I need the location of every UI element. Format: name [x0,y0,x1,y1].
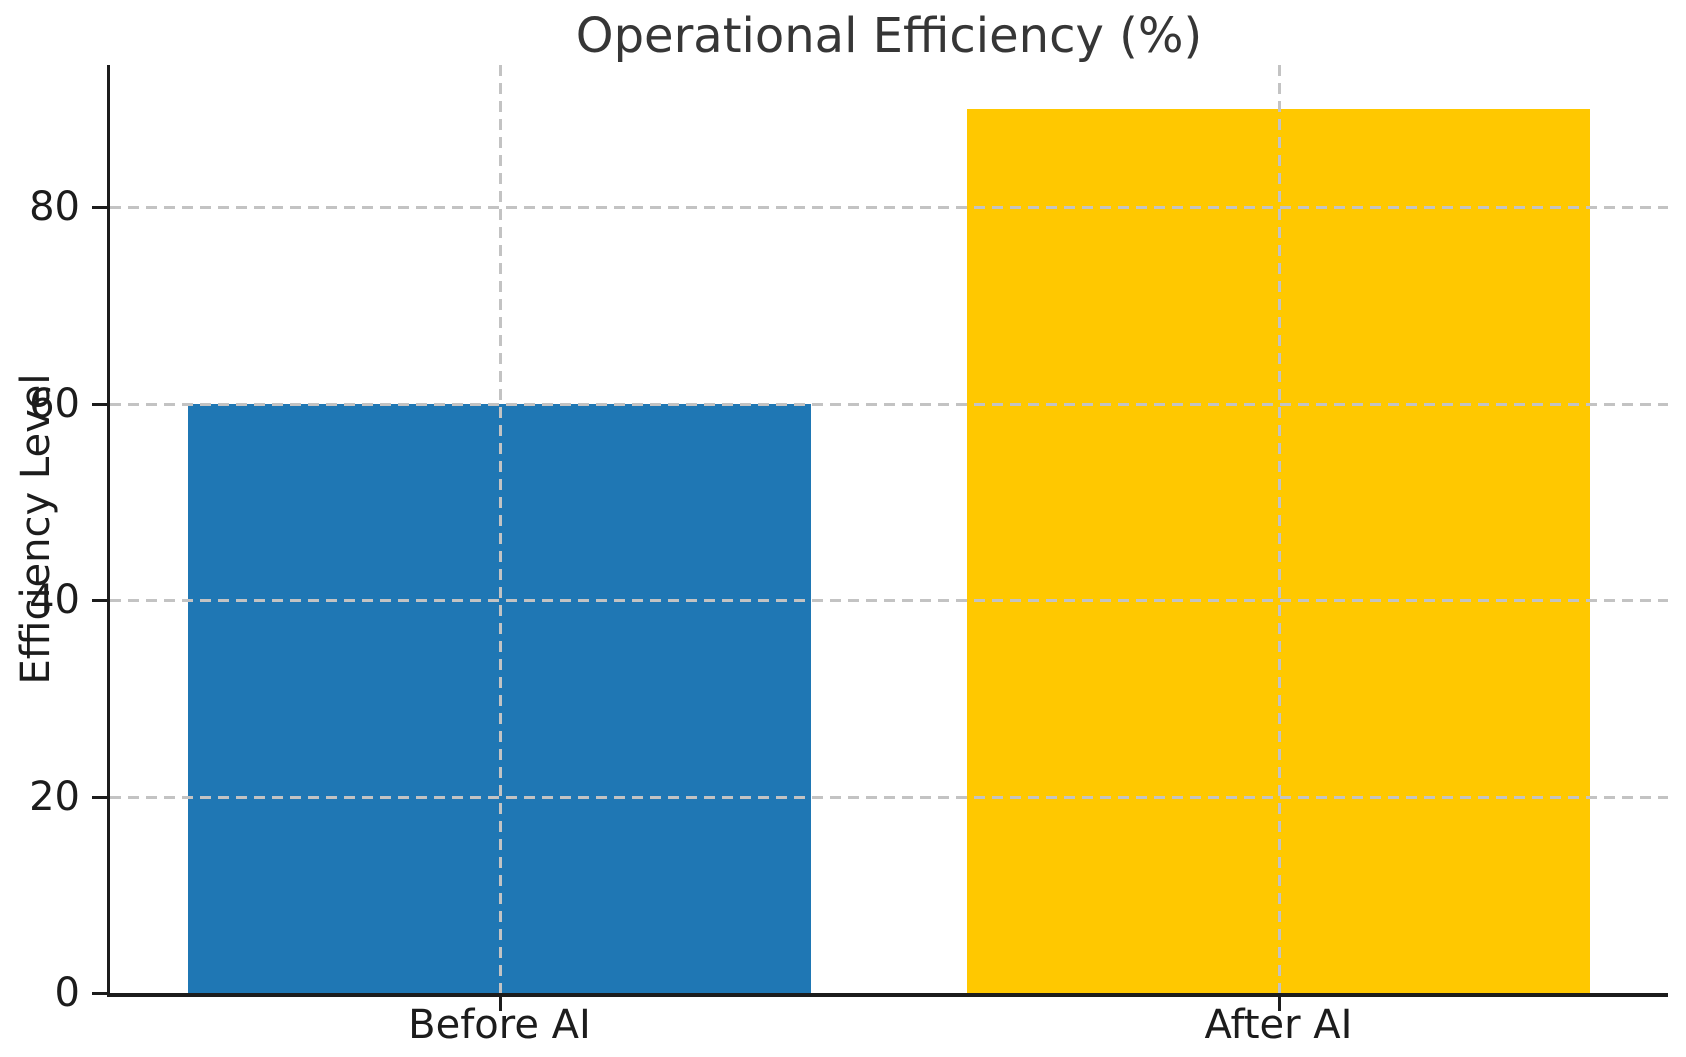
gridline-y-20 [110,795,1668,799]
x-axis-spine [107,993,1668,997]
y-tick-mark-40 [92,599,107,603]
x-tick-mark-before-ai [498,997,502,1011]
x-tick-mark-after-ai [1277,997,1281,1011]
y-tick-label-40: 40 [29,577,80,624]
gridline-y-80 [110,206,1668,210]
y-tick-label-60: 60 [29,380,80,427]
y-tick-mark-20 [92,795,107,799]
x-tick-label-after-ai: After AI [1204,1002,1353,1048]
y-tick-mark-60 [92,402,107,406]
gridline-y-60 [110,402,1668,406]
y-tick-label-80: 80 [29,184,80,231]
gridline-y-40 [110,599,1668,603]
plot-area [110,65,1668,993]
y-tick-mark-80 [92,206,107,210]
gridline-x-after-ai [1277,65,1281,993]
y-tick-label-20: 20 [29,773,80,820]
y-tick-label-0: 0 [54,970,80,1016]
gridline-x-before-ai [498,65,502,993]
y-axis-spine [107,65,110,997]
x-tick-label-before-ai: Before AI [408,1002,591,1048]
y-tick-mark-0 [92,992,107,995]
chart-title: Operational Efficiency (%) [575,8,1203,64]
